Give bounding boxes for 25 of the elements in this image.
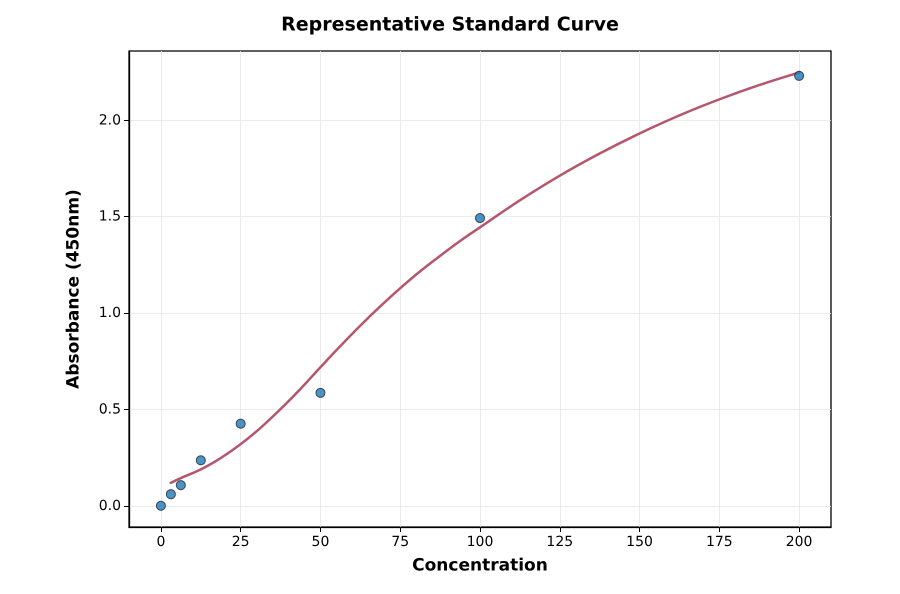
y-tick-label: 0.5 xyxy=(98,401,121,418)
point xyxy=(315,388,326,398)
x-tick-label: 0 xyxy=(156,534,166,550)
y-tick-label: 1.0 xyxy=(98,305,121,322)
point xyxy=(475,213,485,224)
x-tick-label: 150 xyxy=(626,534,653,550)
x-tick-label: 125 xyxy=(546,534,574,550)
x-tick-label: 175 xyxy=(706,534,733,550)
x-tick-label: 200 xyxy=(786,534,812,550)
y-tick-label: 1.5 xyxy=(98,208,121,225)
y-tick-label: 0.0 xyxy=(98,498,121,514)
point xyxy=(176,480,186,490)
x-axis-title: Concentration xyxy=(412,556,548,576)
x-tick-label: 25 xyxy=(232,534,250,550)
point xyxy=(794,70,804,81)
point xyxy=(236,418,246,429)
point xyxy=(166,489,176,500)
y-tick-label: 2.0 xyxy=(98,112,121,128)
point xyxy=(196,455,206,466)
x-tick-label: 100 xyxy=(466,534,494,550)
point xyxy=(156,500,166,511)
x-tick-label: 75 xyxy=(391,534,410,550)
y-axis-title: Absorbance (450nm) xyxy=(64,189,84,389)
chart-title: Representative Standard Curve xyxy=(281,14,619,36)
x-tick-label: 50 xyxy=(312,534,330,550)
